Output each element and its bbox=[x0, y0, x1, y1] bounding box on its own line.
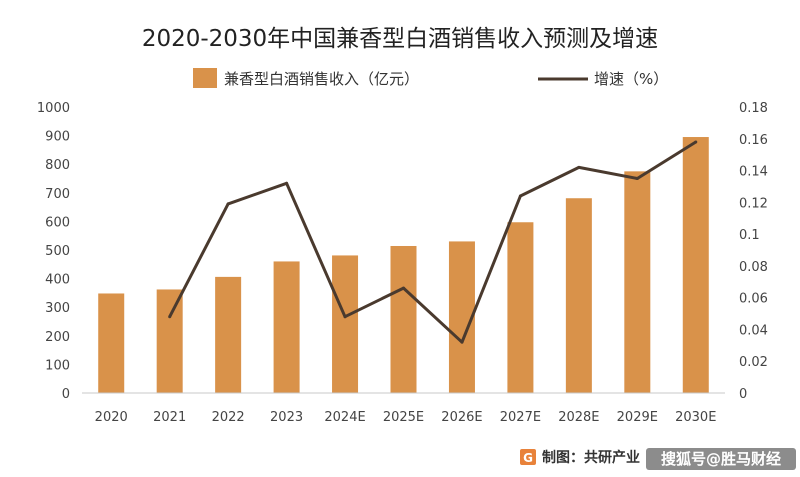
growth-point-2030E bbox=[694, 140, 698, 144]
growth-point-2025E bbox=[402, 286, 405, 290]
x-tick-label: 2025E bbox=[383, 410, 424, 425]
legend-line-label: 增速（%） bbox=[594, 70, 668, 88]
x-tick-label: 2027E bbox=[500, 410, 541, 425]
growth-point-2021 bbox=[168, 315, 172, 319]
y-right-tick-label: 0.02 bbox=[739, 355, 768, 370]
bar-2023 bbox=[273, 261, 300, 393]
y-left-tick-label: 800 bbox=[45, 158, 70, 173]
legend-bar-swatch bbox=[193, 68, 217, 88]
growth-point-2027E bbox=[518, 194, 522, 198]
growth-point-2029E bbox=[635, 177, 639, 180]
source-label: 制图：共研产业 bbox=[542, 449, 640, 466]
x-tick-label: 2020 bbox=[95, 410, 128, 425]
bar-2029E bbox=[624, 171, 651, 393]
line-series bbox=[168, 140, 698, 344]
y-left-tick-label: 1000 bbox=[37, 101, 70, 116]
watermark-background bbox=[646, 448, 796, 470]
bar-2022 bbox=[215, 276, 242, 393]
growth-point-2023 bbox=[285, 181, 289, 185]
growth-point-2028E bbox=[577, 165, 581, 169]
legend: 兼香型白酒销售收入（亿元） 增速（%） bbox=[193, 68, 668, 88]
y-right-tick-label: 0.08 bbox=[739, 260, 768, 275]
y-right-tick-label: 0.1 bbox=[739, 228, 760, 243]
x-tick-label: 2026E bbox=[441, 410, 482, 425]
bar-2025E bbox=[390, 245, 417, 393]
x-tick-label: 2023 bbox=[270, 410, 303, 425]
y-axis-left: 0 100 200 300 400 500 600 700 800 900 1000 bbox=[37, 101, 70, 402]
growth-rate-line bbox=[168, 140, 697, 344]
x-tick-label: 2024E bbox=[324, 410, 365, 425]
x-tick-label: 2022 bbox=[212, 410, 245, 425]
y-axis-right: 0 0.02 0.04 0.06 0.08 0.1 0.12 0.14 0.16 0.18 bbox=[739, 101, 768, 402]
source-note: G 制图：共研产业 bbox=[520, 449, 640, 466]
x-axis: 2020 2021 2022 2023 2024E 2025E 2026E 2027E 2028… bbox=[95, 410, 717, 425]
y-left-tick-label: 400 bbox=[45, 273, 70, 288]
y-right-tick-label: 0.16 bbox=[739, 133, 768, 148]
x-tick-label: 2030E bbox=[675, 410, 716, 425]
y-left-tick-label: 700 bbox=[45, 187, 70, 202]
y-left-tick-label: 500 bbox=[45, 244, 70, 259]
y-right-tick-label: 0.18 bbox=[739, 101, 768, 116]
x-tick-label: 2021 bbox=[153, 410, 186, 425]
growth-point-2026E bbox=[460, 340, 464, 344]
bar-2024E bbox=[332, 255, 359, 393]
y-right-tick-label: 0.06 bbox=[739, 292, 768, 307]
watermark: 搜狐号@胜马财经 bbox=[646, 448, 796, 470]
source-logo-icon bbox=[520, 449, 536, 465]
y-left-tick-label: 200 bbox=[45, 330, 70, 345]
y-left-tick-label: 300 bbox=[45, 301, 70, 316]
y-left-tick-label: 0 bbox=[62, 387, 70, 402]
growth-point-2024E bbox=[343, 315, 347, 319]
x-tick-label: 2028E bbox=[558, 410, 599, 425]
bar-2030E bbox=[682, 137, 709, 393]
watermark-text: 搜狐号@胜马财经 bbox=[661, 450, 781, 468]
y-left-tick-label: 600 bbox=[45, 215, 70, 230]
y-left-tick-label: 900 bbox=[45, 130, 70, 145]
chart-title: 2020-2030年中国兼香型白酒销售收入预测及增速 bbox=[142, 26, 658, 52]
y-right-tick-label: 0 bbox=[739, 387, 747, 402]
legend-bar-label: 兼香型白酒销售收入（亿元） bbox=[224, 70, 419, 88]
growth-point-2022 bbox=[226, 202, 230, 206]
y-right-tick-label: 0.14 bbox=[739, 165, 768, 180]
bar-2021 bbox=[156, 289, 183, 393]
bar-2027E bbox=[507, 222, 534, 393]
y-left-tick-label: 100 bbox=[45, 358, 70, 373]
y-right-tick-label: 0.04 bbox=[739, 323, 768, 338]
svg-text:G: G bbox=[523, 451, 533, 465]
bar-2020 bbox=[98, 293, 125, 393]
y-right-tick-label: 0.12 bbox=[739, 196, 768, 211]
x-tick-label: 2029E bbox=[617, 410, 658, 425]
bar-series bbox=[98, 137, 709, 393]
bar-2028E bbox=[565, 198, 592, 393]
